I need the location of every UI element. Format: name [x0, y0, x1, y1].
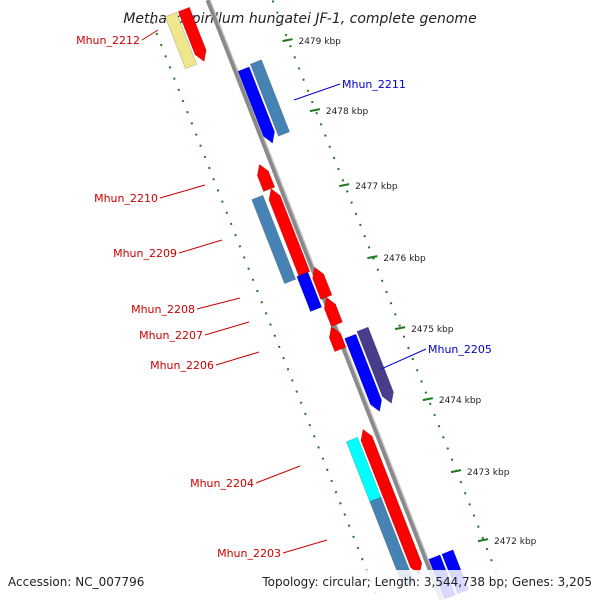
kbp-tick-mark: [477, 538, 489, 543]
kbp-tick-mark: [367, 255, 378, 260]
gene-label-leader: [380, 348, 427, 370]
gene-mhun-2207: [323, 296, 343, 327]
kbp-tick-label: 2478 kbp: [326, 107, 369, 117]
gene-label-leader: [178, 239, 223, 254]
footer-background: [0, 570, 600, 600]
gene-mhun-2205: [356, 326, 394, 404]
kbp-tick-label: 2472 kbp: [494, 537, 537, 547]
gene-khaki-2212-region: [164, 11, 198, 70]
gene-mhun-2208: [296, 271, 323, 312]
gene-features: [164, 6, 470, 600]
gene-label: Mhun_2211: [342, 78, 406, 91]
gene-label: Mhun_2206: [150, 359, 214, 372]
gene-label: Mhun_2209: [113, 247, 177, 260]
kbp-tick-mark: [338, 183, 350, 188]
kbp-tick-mark: [309, 108, 321, 113]
gene-label-leader: [204, 321, 250, 336]
gene-mhun-2210: [257, 163, 276, 192]
kbp-tick-mark: [282, 38, 293, 43]
kbp-tick-label: 2477 kbp: [355, 182, 398, 192]
gene-mhun-2204: [360, 428, 392, 490]
kbp-ticks: 2479 kbp 2478 kbp 2477 kbp 2476 kbp 2475 kbp…: [282, 37, 537, 547]
gene-label-leader: [215, 351, 260, 366]
gene-label-leader: [141, 29, 159, 41]
kbp-tick-mark: [422, 397, 434, 402]
genome-backbone: [205, 0, 445, 600]
gene-label: Mhun_2208: [131, 303, 195, 316]
gene-label: Mhun_2212: [76, 34, 140, 47]
gene-mhun-2203: [379, 484, 423, 575]
gene-label-leader: [196, 297, 241, 310]
gene-label: Mhun_2203: [217, 547, 281, 560]
gene-mhun-2211-a: [237, 66, 275, 144]
topology-text: Topology: circular; Length: 3,544,738 bp…: [261, 575, 592, 589]
kbp-tick-label: 2475 kbp: [411, 325, 454, 335]
gene-mhun-2209-b: [251, 194, 297, 285]
kbp-tick-label: 2473 kbp: [467, 468, 510, 478]
kbp-tick-mark: [450, 469, 462, 474]
kbp-tick-label: 2474 kbp: [439, 396, 482, 406]
gene-mhun-2212: [177, 6, 207, 62]
accession-text: Accession: NC_007796: [8, 575, 144, 589]
kbp-tick-mark: [394, 326, 406, 331]
gene-label: Mhun_2210: [94, 192, 158, 205]
kbp-tick-label: 2476 kbp: [383, 254, 426, 264]
gene-mhun-2211: [249, 59, 290, 137]
gene-label-leader: [282, 539, 328, 554]
gene-label: Mhun_2205: [428, 343, 492, 356]
gene-labels: Mhun_2212 Mhun_2211 Mhun_2210 Mhun_2209 Mhun…: [76, 29, 492, 560]
gene-label-leader: [159, 184, 206, 199]
gene-label-leader: [293, 83, 341, 101]
gene-mhun-2205-a: [344, 333, 382, 412]
gene-label-leader: [255, 465, 301, 484]
gene-label: Mhun_2207: [139, 329, 203, 342]
kbp-tick-label: 2479 kbp: [298, 37, 341, 47]
gene-mhun-2206: [328, 325, 347, 353]
gene-label: Mhun_2204: [190, 477, 254, 490]
